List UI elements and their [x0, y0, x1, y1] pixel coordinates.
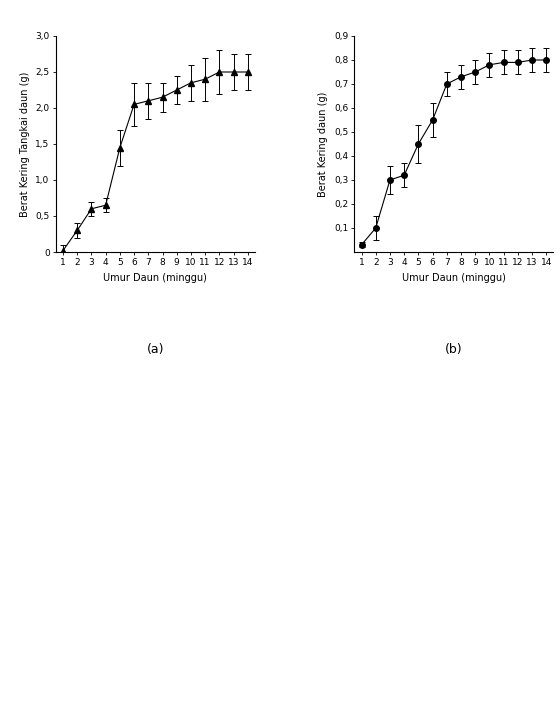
- Y-axis label: Berat Kering Tangkai daun (g): Berat Kering Tangkai daun (g): [20, 71, 30, 217]
- X-axis label: Umur Daun (minggu): Umur Daun (minggu): [402, 273, 506, 283]
- X-axis label: Umur Daun (minggu): Umur Daun (minggu): [103, 273, 207, 283]
- Y-axis label: Berat Kering daun (g): Berat Kering daun (g): [318, 91, 328, 197]
- Text: (a): (a): [146, 343, 164, 356]
- Text: (b): (b): [445, 343, 463, 356]
